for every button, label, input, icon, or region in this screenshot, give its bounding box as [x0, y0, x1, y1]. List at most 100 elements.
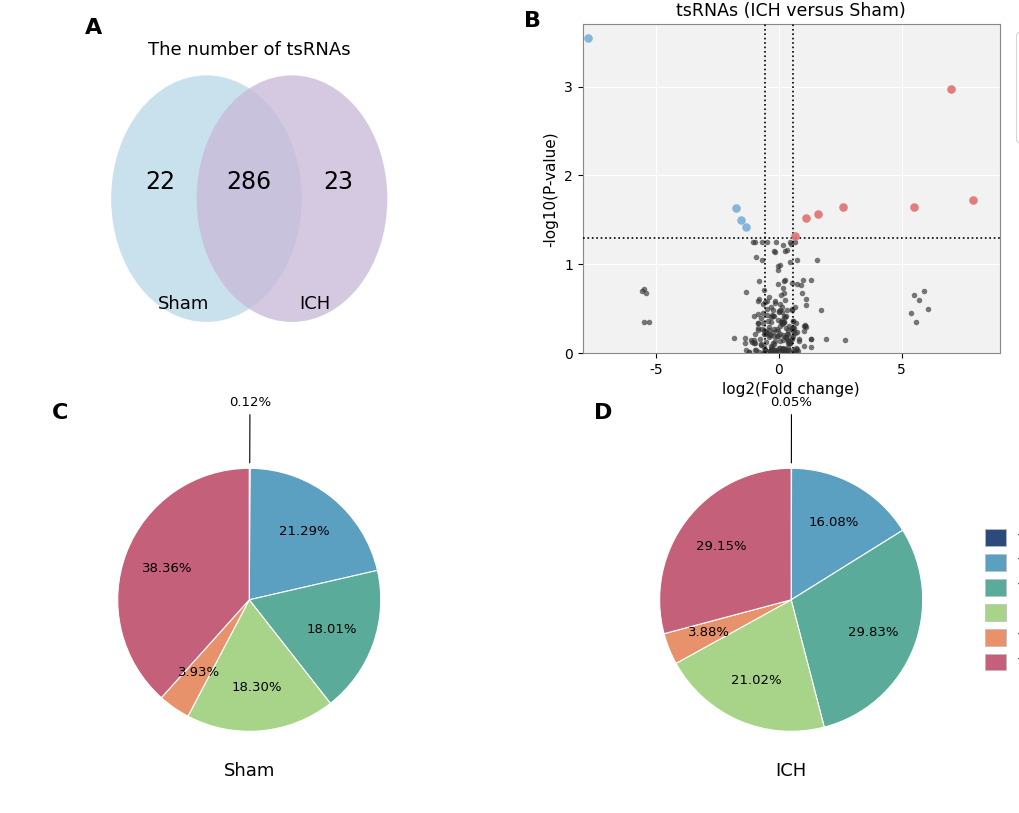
Wedge shape [663, 600, 791, 663]
Point [755, 324, 771, 337]
Point [726, 332, 742, 345]
Point [764, 337, 781, 350]
Point [758, 302, 774, 315]
Point [802, 341, 818, 354]
Point [763, 341, 780, 354]
Point [760, 290, 776, 303]
Point [745, 333, 761, 346]
Text: 286: 286 [226, 170, 271, 194]
Point [756, 341, 772, 354]
Point [803, 273, 819, 286]
Point [907, 315, 923, 328]
Point [760, 320, 776, 333]
Point [795, 320, 811, 333]
Point [758, 236, 774, 249]
Point [744, 336, 760, 349]
Point [753, 323, 769, 336]
Point [773, 317, 790, 330]
Point [773, 300, 790, 313]
Point [812, 303, 828, 316]
Text: 0.12%: 0.12% [228, 396, 271, 463]
Point [764, 329, 781, 342]
Text: Sham: Sham [158, 295, 209, 313]
Point [902, 307, 918, 320]
Ellipse shape [111, 76, 302, 322]
Legend: Down, No, Up: Down, No, Up [1015, 32, 1019, 141]
Point [768, 278, 785, 291]
Point [787, 317, 803, 330]
Point [775, 311, 792, 324]
Point [756, 344, 772, 357]
Point [809, 207, 825, 220]
Point [773, 313, 790, 326]
Wedge shape [161, 600, 249, 716]
Point [781, 344, 797, 357]
Point [754, 298, 770, 311]
Point [782, 255, 798, 268]
Point [640, 315, 656, 328]
Point [784, 329, 800, 342]
Point [750, 275, 766, 288]
Point [784, 315, 800, 328]
Text: 3.88%: 3.88% [688, 626, 730, 639]
Point [579, 31, 595, 44]
Ellipse shape [197, 76, 387, 322]
Text: 23: 23 [323, 170, 353, 194]
Point [783, 237, 799, 250]
Point [776, 346, 793, 359]
Point [771, 259, 788, 272]
Point [766, 296, 783, 309]
Point [762, 339, 779, 352]
Point [762, 345, 779, 358]
Point [756, 296, 772, 309]
Point [784, 302, 800, 315]
Point [758, 294, 774, 307]
Point [775, 315, 792, 328]
Point [797, 298, 813, 311]
Point [749, 317, 765, 330]
Point [905, 200, 921, 213]
Point [737, 286, 753, 299]
Point [768, 345, 785, 358]
Point [784, 303, 800, 316]
Point [766, 346, 783, 359]
Point [779, 335, 795, 348]
Text: The number of tsRNAs: The number of tsRNAs [148, 41, 351, 59]
Point [784, 345, 800, 358]
Text: 29.83%: 29.83% [847, 626, 898, 639]
Point [942, 83, 958, 96]
Point [736, 332, 752, 345]
Point [782, 337, 798, 350]
Point [749, 307, 765, 320]
Point [758, 327, 774, 340]
Point [768, 330, 785, 343]
Legend: tRF-1, tRF-3, tRF-5, i-tRF, tiRNA-3, tiRNA-5: tRF-1, tRF-3, tRF-5, i-tRF, tiRNA-3, tiR… [978, 524, 1019, 676]
Point [766, 346, 783, 359]
Text: 21.29%: 21.29% [279, 524, 329, 537]
Point [766, 294, 783, 307]
Point [776, 346, 793, 359]
Point [771, 334, 788, 347]
Point [771, 341, 788, 354]
Point [774, 334, 791, 347]
Point [760, 330, 776, 343]
Text: D: D [593, 402, 611, 423]
Point [764, 325, 781, 338]
Point [795, 324, 811, 337]
Point [776, 330, 793, 343]
Point [782, 236, 798, 249]
Point [761, 311, 777, 324]
Point [785, 322, 801, 335]
Point [633, 285, 649, 298]
Point [750, 292, 766, 305]
Point [746, 328, 762, 341]
Point [775, 309, 792, 322]
Point [796, 319, 812, 332]
Point [775, 274, 792, 287]
Point [797, 320, 813, 333]
Point [779, 303, 795, 316]
Point [740, 346, 756, 359]
Point [763, 309, 780, 322]
Point [914, 285, 930, 298]
Point [766, 346, 783, 359]
